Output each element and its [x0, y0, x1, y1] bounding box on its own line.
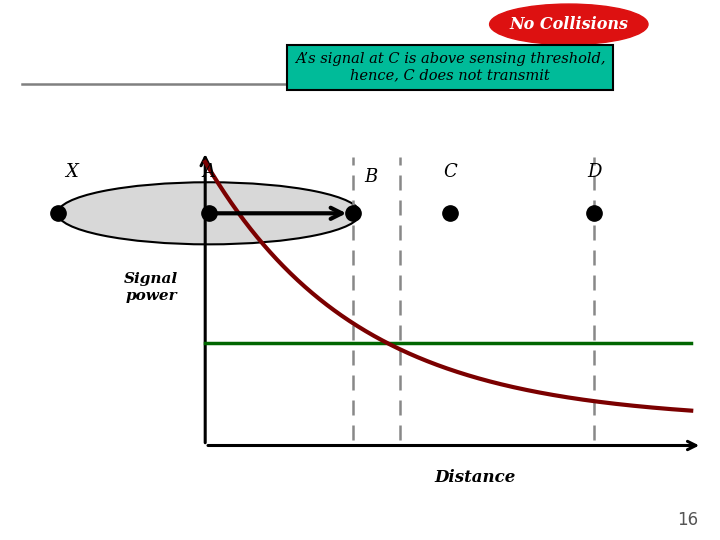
Text: A’s signal at C is above sensing threshold,
hence, C does not transmit: A’s signal at C is above sensing thresho…	[294, 52, 606, 83]
Text: B: B	[364, 168, 377, 186]
Text: C: C	[443, 163, 457, 181]
Ellipse shape	[58, 183, 360, 244]
Text: Signal
power: Signal power	[124, 273, 179, 302]
Ellipse shape	[490, 4, 648, 45]
Text: D: D	[587, 163, 601, 181]
Text: No Collisions: No Collisions	[509, 16, 629, 33]
Text: A: A	[202, 163, 215, 181]
Text: 16: 16	[678, 511, 698, 529]
Text: Distance: Distance	[434, 469, 516, 487]
Text: X: X	[66, 163, 78, 181]
